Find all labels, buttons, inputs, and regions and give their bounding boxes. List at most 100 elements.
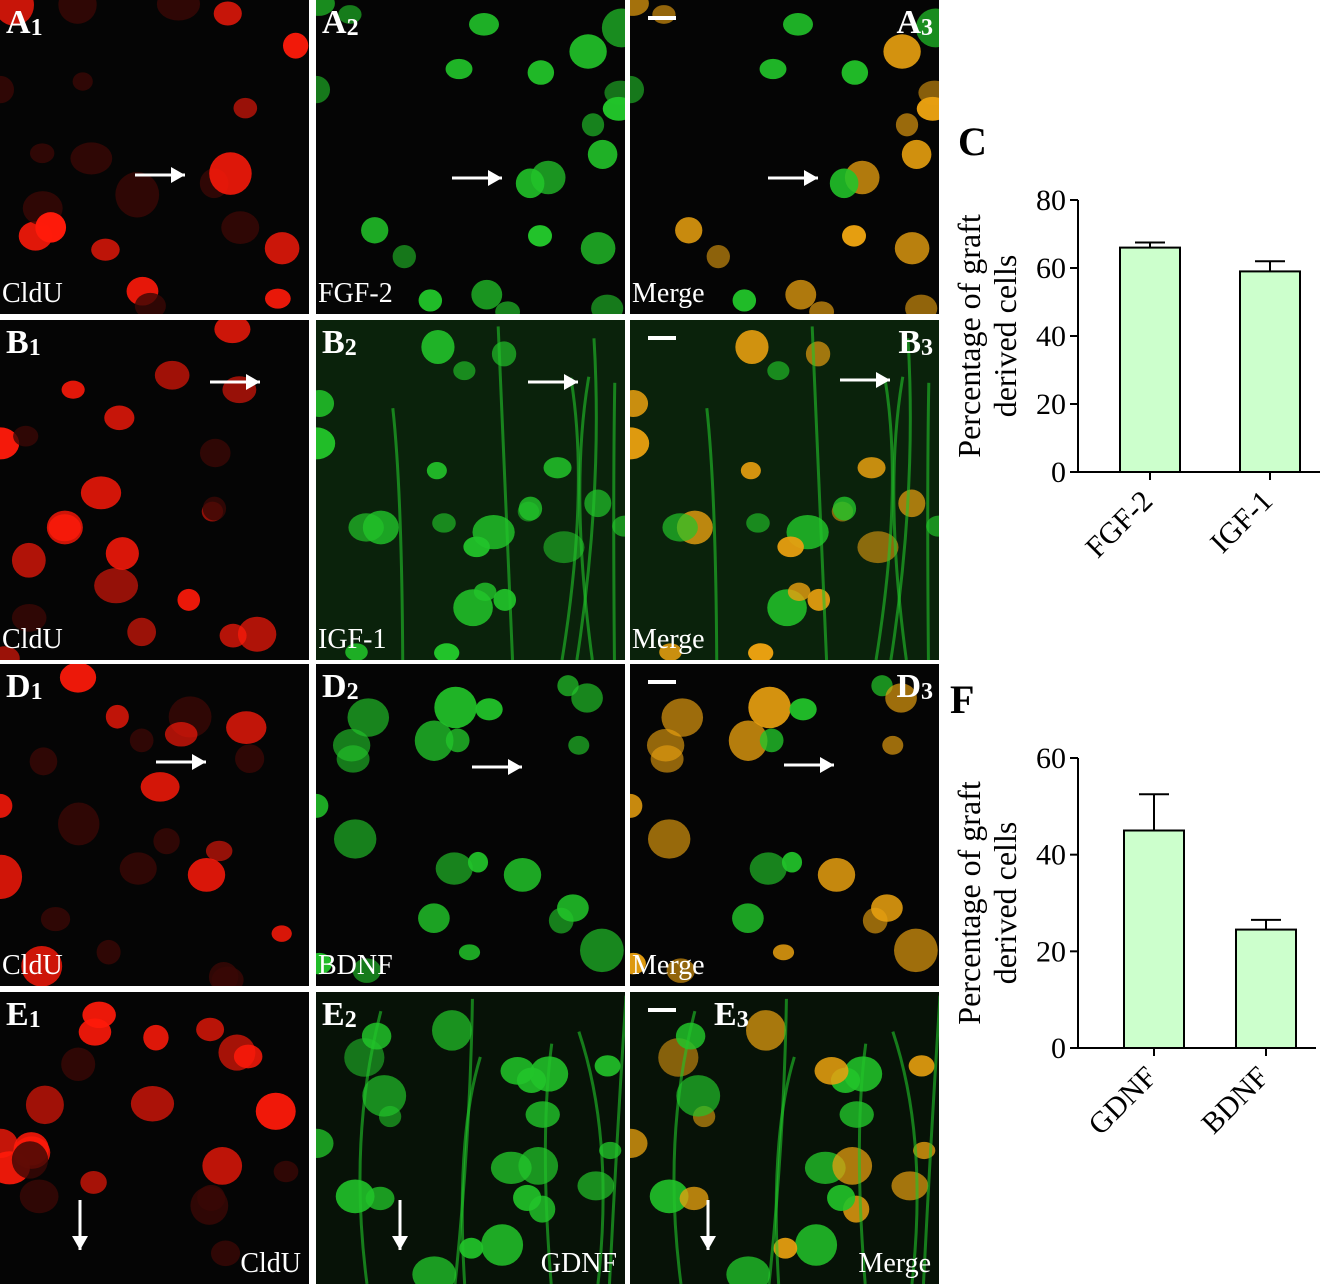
cell xyxy=(412,1256,457,1284)
cell-process xyxy=(921,995,939,1284)
cell xyxy=(915,8,939,48)
stain-label: Merge xyxy=(632,278,705,309)
cell xyxy=(434,686,477,729)
cell xyxy=(91,238,120,261)
cell-process xyxy=(857,1043,868,1284)
cell xyxy=(25,1085,64,1125)
y-axis-label: derived cells xyxy=(987,255,1023,418)
cell xyxy=(580,928,624,973)
cell-process xyxy=(767,998,788,1284)
cell xyxy=(392,244,416,269)
cell xyxy=(706,244,730,269)
panel-label: E3 xyxy=(714,998,749,1033)
panel-label: D2 xyxy=(322,670,359,705)
cell xyxy=(208,962,239,986)
cell xyxy=(115,172,160,218)
panel-letter-f: F xyxy=(950,677,975,722)
cell xyxy=(500,1057,535,1085)
cell xyxy=(316,0,335,16)
cell xyxy=(646,728,685,762)
cell xyxy=(781,851,803,873)
x-tick-label: GDNF xyxy=(1082,1060,1163,1141)
cell xyxy=(503,857,542,892)
cell xyxy=(481,1224,524,1266)
cell xyxy=(226,711,267,744)
micrograph-a1: A1 CldU xyxy=(0,0,309,314)
y-tick-label: 40 xyxy=(1036,839,1066,872)
cell xyxy=(426,461,447,480)
cell xyxy=(908,1055,935,1077)
cell xyxy=(316,427,336,460)
cell xyxy=(127,617,157,647)
cell xyxy=(568,735,590,755)
cell xyxy=(543,531,585,564)
panel-number: 1 xyxy=(28,335,41,361)
stain-label: IGF-1 xyxy=(318,624,387,655)
cell xyxy=(282,32,309,59)
cell xyxy=(809,301,835,314)
cell xyxy=(164,722,198,747)
cell xyxy=(143,1024,169,1051)
cell xyxy=(316,952,332,975)
panel-number: 2 xyxy=(346,15,359,41)
cell xyxy=(233,1044,263,1069)
cell-process xyxy=(577,1031,605,1284)
cell xyxy=(675,217,703,244)
cell xyxy=(11,542,46,578)
micrograph-d2: D2 BDNF xyxy=(316,664,625,986)
cell-process xyxy=(575,338,598,660)
cell xyxy=(898,489,926,518)
panel-letter: B xyxy=(6,324,29,361)
cell xyxy=(233,97,258,119)
cell xyxy=(273,1160,299,1183)
cell-image xyxy=(0,1001,299,1267)
scale-bar xyxy=(648,1008,676,1012)
cell xyxy=(134,292,166,314)
cell xyxy=(885,683,917,713)
cell xyxy=(104,405,135,431)
cell xyxy=(515,168,545,199)
cell xyxy=(527,60,555,85)
cell xyxy=(630,793,643,818)
stain-label: GDNF xyxy=(540,1248,617,1279)
panel-letter: A xyxy=(322,4,347,41)
cell-process xyxy=(705,408,719,660)
cell xyxy=(365,1186,395,1211)
cell xyxy=(528,225,553,247)
cell xyxy=(197,1184,226,1211)
cell-process xyxy=(578,376,594,660)
cell xyxy=(316,390,335,417)
cell xyxy=(0,854,23,899)
cell xyxy=(839,1101,874,1128)
cell xyxy=(82,1001,116,1029)
cell-process xyxy=(774,1056,796,1284)
cell xyxy=(362,1075,407,1117)
cell xyxy=(647,819,691,859)
cell xyxy=(591,294,624,314)
cell xyxy=(571,683,603,713)
cell xyxy=(584,489,612,518)
stain-label: BDNF xyxy=(318,950,393,981)
panel-letter: E xyxy=(6,996,29,1033)
panel-number: 2 xyxy=(346,679,359,705)
cell xyxy=(495,301,521,314)
y-tick-label: 60 xyxy=(1036,742,1066,775)
cell-process xyxy=(391,408,405,660)
cell-process xyxy=(889,338,912,660)
cell xyxy=(61,1047,96,1082)
cell xyxy=(418,903,450,933)
cell xyxy=(271,925,292,942)
panel-letter: E xyxy=(322,996,345,1033)
cell xyxy=(675,1022,706,1050)
y-tick-label: 80 xyxy=(1036,184,1066,217)
cell xyxy=(459,1237,484,1259)
cell xyxy=(80,476,122,510)
cell xyxy=(832,1147,873,1185)
cell xyxy=(473,582,497,601)
cell xyxy=(140,772,180,802)
cell xyxy=(264,232,300,265)
cell xyxy=(40,906,71,932)
stain-label: FGF-2 xyxy=(318,278,393,309)
cell xyxy=(817,857,856,892)
scale-bar xyxy=(648,16,676,20)
